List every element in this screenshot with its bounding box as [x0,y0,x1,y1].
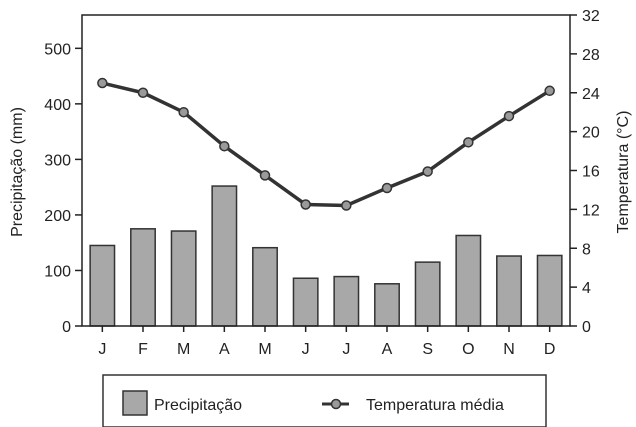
precip-bar [496,255,522,327]
y2-axis-title: Temperatura (°C) [615,111,632,234]
precip-bar [292,277,319,327]
x-tick-label: O [462,341,474,358]
legend: Precipitação Temperatura média [102,374,547,427]
plot-area [89,77,563,327]
legend-bar-swatch [122,390,148,416]
temperature-point [178,106,189,118]
x-tick-label: J [302,341,310,358]
temperature-point [219,140,230,152]
x-tick-label: D [544,341,556,358]
y2-tick-label: 28 [582,47,600,64]
precip-bar [252,246,278,327]
temperature-point [544,85,555,97]
temperature-point [503,110,515,122]
y2-tick-label: 12 [582,202,600,219]
temperature-point [137,87,149,98]
precip-bar [455,234,482,327]
y-tick-label: 400 [44,97,71,114]
temperature-point [97,77,108,89]
temperature-point [341,200,352,211]
x-tick-label: A [219,341,230,358]
precip-bar [414,261,441,327]
axes: 0 100 200 300 400 500 0 4 8 12 16 20 24 28 32 J F M A M J J A S… [44,8,600,358]
y2-tick-label: 20 [582,125,600,142]
x-tick-label: J [98,341,106,358]
precip-bar [211,185,238,327]
precip-bar [130,228,156,327]
temperature-point [300,199,311,210]
temperature-point [259,170,271,181]
y2-tick-label: 8 [582,241,591,258]
y-tick-label: 100 [44,263,71,280]
y-tick-label: 500 [44,41,71,58]
temperature-point [463,137,474,148]
x-tick-label: F [138,341,148,358]
precip-bar [374,283,400,327]
x-tick-label: M [177,341,190,358]
x-tick-label: N [503,341,515,358]
y-axis-title: Precipitação (mm) [9,107,26,237]
y2-tick-label: 16 [582,164,600,181]
legend-line-marker [330,398,342,410]
temperature-point [422,166,433,177]
y-tick-label: 200 [44,208,71,225]
x-tick-label: A [382,341,393,358]
y2-tick-label: 32 [582,8,600,25]
y2-tick-label: 24 [582,86,600,103]
precip-bar [333,275,360,327]
y2-tick-label: 4 [582,280,591,297]
x-tick-label: J [342,341,350,358]
temperature-point [381,182,393,194]
precip-bar [89,244,116,327]
legend-frame [102,374,547,427]
precip-bar [170,230,197,327]
x-tick-label: S [422,341,433,358]
x-tick-label: M [258,341,271,358]
legend-line-label: Temperatura média [366,397,504,414]
precip-bar [536,254,563,327]
temperature-line [100,81,552,208]
legend-bar-label: Precipitação [154,397,242,414]
y-tick-label: 300 [44,152,71,169]
y-tick-label: 0 [62,319,71,336]
y2-tick-label: 0 [582,319,591,336]
